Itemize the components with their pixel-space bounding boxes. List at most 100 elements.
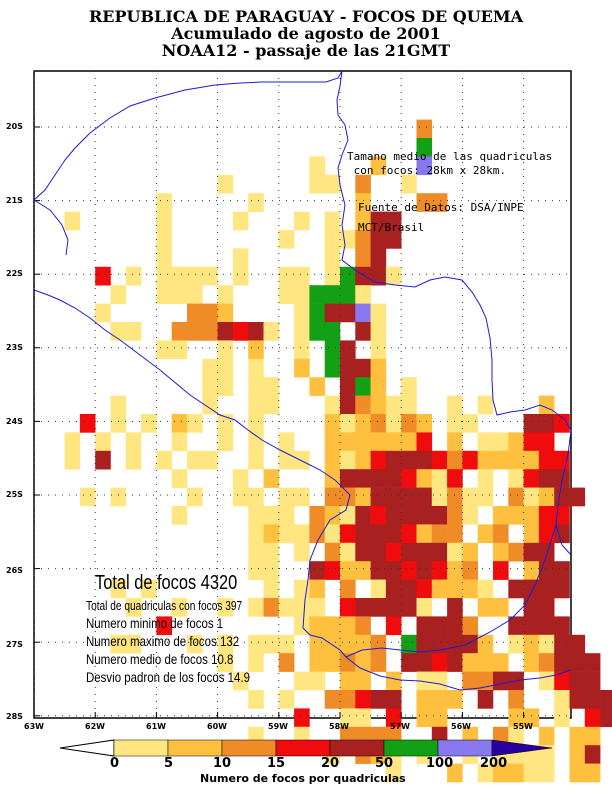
- fire-cell: [385, 690, 402, 709]
- fire-cell: [248, 690, 264, 709]
- fire-cell: [462, 542, 478, 562]
- fire-cell: [156, 340, 172, 360]
- fire-cell: [340, 432, 356, 452]
- fire-cell: [554, 708, 570, 728]
- std-focos: Desvio padron de los focos 14.9: [86, 669, 251, 685]
- fire-cell: [355, 248, 371, 268]
- fire-cell: [401, 579, 417, 599]
- fire-cell: [385, 763, 402, 783]
- fire-cell: [477, 634, 494, 654]
- fire-cell: [416, 634, 433, 654]
- fire-cell: [171, 469, 188, 488]
- fire-cell: [217, 322, 234, 341]
- fire-cell: [416, 579, 433, 599]
- lon-label: 58W: [329, 722, 349, 731]
- fire-cell: [508, 450, 524, 470]
- fire-cell: [447, 634, 463, 654]
- fire-cell: [324, 395, 341, 415]
- fire-cell: [462, 634, 478, 654]
- fire-cell: [385, 211, 402, 231]
- fire-cell: [263, 469, 280, 488]
- fire-cell: [294, 598, 310, 617]
- fire-cell: [538, 414, 555, 433]
- fire-cell: [217, 414, 234, 433]
- fire-cell: [370, 450, 387, 470]
- fire-cell: [110, 395, 127, 415]
- fire-cell: [416, 487, 433, 507]
- fire-cell: [416, 138, 433, 157]
- fire-cell: [385, 230, 402, 249]
- legend-title: Numero de focos por quadriculas: [200, 772, 406, 785]
- lon-label: 57W: [390, 722, 410, 731]
- fire-cell: [171, 340, 188, 360]
- fire-cell: [538, 745, 555, 764]
- fire-cell: [95, 432, 111, 452]
- lat-label: 20S: [6, 122, 23, 131]
- fire-cell: [462, 487, 478, 507]
- fire-cell: [187, 414, 203, 433]
- fire-cell: [217, 358, 234, 378]
- fire-cell: [569, 745, 586, 764]
- fire-cell: [385, 542, 402, 562]
- fire-cell: [401, 432, 417, 452]
- fire-cell: [324, 340, 341, 360]
- fire-cell: [477, 598, 494, 617]
- fire-cell: [523, 469, 540, 488]
- fire-cell: [355, 561, 371, 580]
- fire-cell: [79, 487, 96, 507]
- fire-cell: [370, 561, 387, 580]
- fire-cell: [401, 561, 417, 580]
- fire-cell: [523, 561, 540, 580]
- fire-cell: [370, 598, 387, 617]
- legend-tick: 10: [213, 756, 232, 771]
- lon-label: 62W: [85, 722, 105, 731]
- fire-cell: [324, 561, 341, 580]
- fire-cell: [110, 414, 127, 433]
- fire-cell: [171, 266, 188, 286]
- fire-cell: [355, 634, 371, 654]
- fire-cell: [370, 524, 387, 544]
- fire-cell: [324, 414, 341, 433]
- fire-cell: [447, 395, 463, 415]
- fire-cell: [401, 634, 417, 654]
- fire-cell: [355, 432, 371, 452]
- fire-cell: [156, 616, 172, 636]
- fire-cell: [64, 432, 81, 452]
- fire-cell: [385, 469, 402, 488]
- fire-cell: [141, 414, 157, 433]
- fire-cell: [401, 174, 417, 194]
- fire-cell: [584, 708, 601, 728]
- fire-cell: [523, 579, 540, 599]
- fire-cell: [340, 285, 356, 304]
- lon-label: 61W: [146, 722, 166, 731]
- fire-cell: [370, 506, 387, 525]
- fire-cell: [416, 156, 433, 176]
- fire-cell: [202, 450, 218, 470]
- fire-cell: [370, 414, 387, 433]
- fire-cell: [370, 690, 387, 709]
- fire-cell: [508, 690, 524, 709]
- fire-cell: [477, 763, 494, 783]
- fire-cell: [416, 542, 433, 562]
- fire-cell: [263, 634, 280, 654]
- fire-cell: [416, 653, 433, 672]
- fire-cell: [171, 598, 188, 617]
- fire-cell: [278, 230, 295, 249]
- fire-cell: [110, 322, 127, 341]
- fire-cell: [538, 616, 555, 636]
- fire-cell: [232, 248, 249, 268]
- fire-cell: [355, 708, 371, 728]
- fire-cell: [447, 506, 463, 525]
- fire-cell: [431, 450, 448, 470]
- fire-cell: [187, 450, 203, 470]
- fire-cell: [538, 634, 555, 654]
- fire-cell: [370, 579, 387, 599]
- fire-cell: [462, 561, 478, 580]
- fire-cell: [355, 469, 371, 488]
- fire-cell: [355, 487, 371, 507]
- fire-cell: [538, 469, 555, 488]
- fire-cell: [523, 542, 540, 562]
- fire-cell: [340, 690, 356, 709]
- fire-cell: [263, 377, 280, 396]
- fire-cell: [125, 266, 142, 286]
